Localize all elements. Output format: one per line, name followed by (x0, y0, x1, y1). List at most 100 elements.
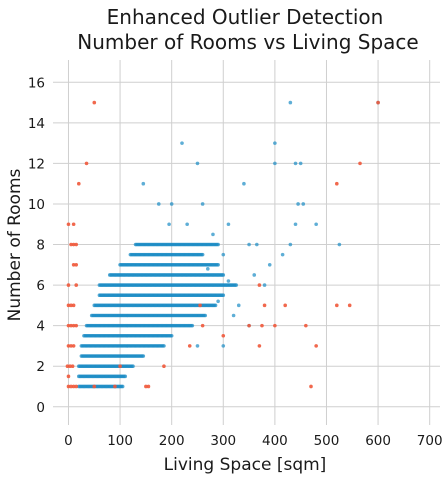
data-point (347, 303, 352, 308)
data-point (231, 313, 236, 318)
data-point (280, 252, 285, 257)
data-point (66, 222, 71, 227)
outlier-series (65, 100, 380, 389)
data-point (293, 222, 298, 227)
data-point (216, 299, 220, 304)
data-point (283, 303, 288, 308)
data-point (195, 161, 200, 166)
y-tick-label: 4 (36, 319, 45, 335)
x-axis-label: Living Space [sqm] (164, 455, 327, 475)
data-point (211, 232, 215, 237)
data-point (123, 374, 128, 379)
data-point (293, 161, 298, 166)
data-point (262, 303, 267, 308)
data-point (206, 267, 210, 271)
data-point (156, 202, 161, 206)
data-point (66, 323, 71, 328)
grid (53, 60, 440, 425)
data-point (200, 252, 205, 257)
data-point (187, 344, 192, 348)
data-point (226, 222, 231, 227)
data-point (71, 263, 76, 267)
data-point (195, 344, 200, 348)
data-point (71, 384, 76, 389)
data-point (298, 161, 303, 166)
x-tick-label: 400 (262, 433, 288, 449)
data-point (69, 303, 73, 308)
data-point (162, 364, 166, 368)
data-point (113, 384, 117, 389)
data-point (131, 364, 135, 368)
data-point (221, 273, 226, 277)
data-point (267, 263, 272, 267)
data-point (314, 344, 318, 348)
data-point (226, 279, 231, 283)
data-point (216, 242, 220, 247)
data-point (180, 141, 184, 145)
data-point (314, 222, 318, 227)
data-point (71, 344, 76, 348)
y-tick-label: 0 (36, 400, 45, 416)
data-point (236, 303, 241, 308)
data-point (69, 242, 73, 247)
data-point (146, 384, 151, 389)
data-point (77, 181, 81, 186)
data-point (335, 181, 339, 186)
data-point (376, 100, 380, 105)
data-point (200, 202, 205, 206)
data-point (74, 242, 79, 247)
data-point (255, 242, 259, 247)
data-point (68, 364, 72, 368)
data-point (296, 202, 300, 206)
data-point (66, 374, 71, 379)
y-axis-label: Number of Rooms (5, 168, 25, 321)
data-point (358, 161, 362, 166)
data-point (213, 303, 218, 308)
data-point (70, 364, 75, 368)
data-point (92, 384, 97, 389)
y-tick-label: 6 (36, 278, 45, 294)
data-point (144, 384, 148, 389)
data-point (288, 100, 293, 105)
data-point (242, 181, 246, 186)
x-tick-label: 300 (210, 433, 236, 449)
data-point (309, 384, 313, 389)
data-point (74, 283, 79, 287)
data-point (335, 303, 339, 308)
data-point (120, 384, 125, 389)
data-point (71, 222, 76, 227)
data-point (74, 263, 79, 267)
x-tick-label: 500 (314, 433, 340, 449)
data-point (200, 323, 205, 328)
y-tick-label: 16 (28, 75, 45, 91)
data-point (221, 252, 226, 257)
data-point (262, 283, 267, 287)
data-point (69, 384, 73, 389)
data-point (74, 323, 79, 328)
data-point (257, 344, 262, 348)
y-tick-label: 12 (28, 156, 45, 172)
data-point (257, 283, 262, 287)
data-point (66, 384, 71, 389)
y-tick-label: 2 (36, 359, 45, 375)
data-point (304, 323, 308, 328)
chart-subtitle: Number of Rooms vs Living Space (77, 30, 418, 54)
data-point (252, 273, 257, 277)
inlier-series (77, 100, 380, 389)
data-point (71, 323, 76, 328)
data-point (301, 202, 306, 206)
data-point (69, 344, 73, 348)
tick-labels: 0 100 200 300 400 500 600 700 0 2 4 6 8 10 12 14 16 (28, 75, 443, 449)
x-tick-label: 200 (159, 433, 185, 449)
data-point (190, 323, 195, 328)
data-point (273, 323, 277, 328)
data-point (288, 242, 293, 247)
data-point (260, 323, 264, 328)
x-tick-label: 100 (107, 433, 133, 449)
data-point (185, 222, 189, 227)
data-point (273, 161, 277, 166)
data-point (203, 313, 208, 318)
data-point (66, 303, 71, 308)
data-point (234, 283, 238, 287)
